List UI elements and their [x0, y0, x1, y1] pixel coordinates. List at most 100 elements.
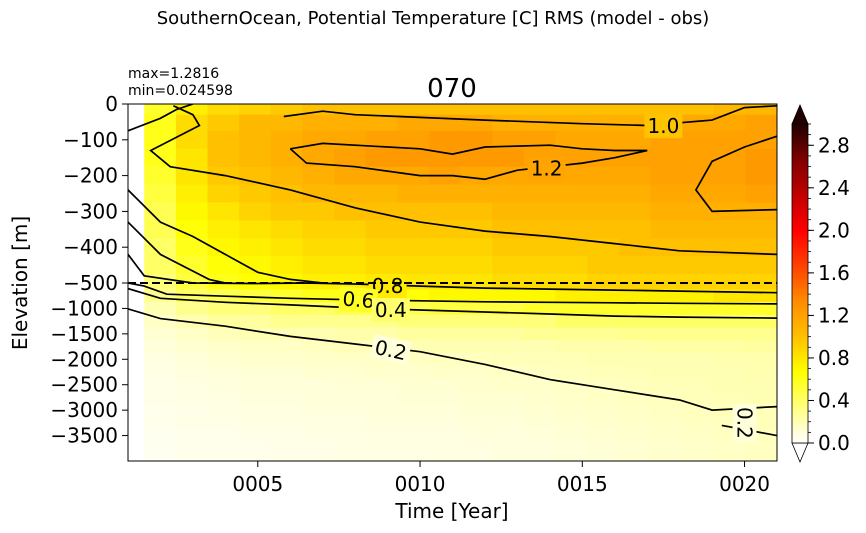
heatmap-cell: [745, 184, 777, 204]
heatmap-cell: [523, 238, 557, 257]
heatmap-cell: [587, 391, 620, 405]
heatmap-cell: [492, 148, 525, 168]
contour-line-1.2: [289, 148, 648, 181]
heatmap-cell: [618, 148, 651, 168]
heatmap-cell: [144, 130, 177, 150]
heatmap-cell: [555, 352, 588, 367]
heatmap-cell: [713, 352, 746, 367]
heatmap-cell: [650, 302, 683, 316]
heatmap-cell: [492, 256, 525, 275]
heatmap-cell: [144, 340, 177, 354]
heatmap-cell: [713, 114, 746, 132]
heatmap-cell: [175, 114, 209, 132]
heatmap-cell: [650, 352, 683, 367]
heatmap-cell: [334, 378, 367, 392]
heatmap-cell: [650, 378, 683, 392]
heatmap-cell: [523, 314, 557, 329]
heatmap-cell: [460, 238, 493, 257]
heatmap-cell: [239, 238, 272, 257]
heatmap-cell: [650, 256, 683, 275]
heatmap-cell: [365, 220, 398, 239]
heatmap-cell: [239, 289, 272, 303]
heatmap-cell: [650, 365, 683, 379]
heatmap-cell: [397, 365, 430, 379]
stat-max: max=1.2816: [128, 66, 220, 82]
heatmap-cell: [713, 166, 746, 186]
heatmap-cell: [365, 391, 398, 405]
y-tick-label: 0: [105, 92, 118, 116]
heatmap-cell: [302, 256, 335, 275]
heatmap-cell: [492, 184, 525, 204]
heatmap-cell: [682, 220, 715, 239]
heatmap-cell: [239, 148, 272, 168]
heatmap-cell: [523, 391, 557, 405]
y-tick-label: −500: [63, 271, 118, 295]
heatmap-cell: [650, 289, 683, 303]
heatmap-cell: [492, 429, 525, 443]
heatmap-cell: [270, 289, 303, 303]
heatmap-cell: [618, 166, 651, 186]
heatmap-cell: [429, 302, 462, 316]
x-axis-label: Time [Year]: [394, 499, 508, 523]
contour-label-bg: [732, 403, 757, 442]
heatmap-cell: [460, 184, 493, 204]
heatmap-cell: [397, 327, 430, 341]
heatmap-cell: [618, 238, 651, 257]
heatmap-cell: [460, 148, 493, 168]
heatmap-cell: [302, 352, 335, 367]
heatmap-cell: [429, 256, 462, 275]
heatmap-cell: [144, 220, 177, 239]
heatmap-cell: [334, 327, 367, 341]
heatmap-cell: [682, 289, 715, 303]
heatmap-cell: [555, 274, 588, 290]
heatmap-cell: [587, 274, 620, 290]
heatmap-cell: [745, 274, 777, 290]
heatmap-cell: [334, 166, 367, 186]
heatmap-cell: [429, 238, 462, 257]
colorbar-bar: [791, 123, 809, 444]
heatmap-cell: [713, 184, 746, 204]
heatmap-cell: [334, 274, 367, 290]
heatmap-cell: [239, 220, 272, 239]
heatmap-cell: [397, 416, 430, 430]
heatmap-cell: [460, 416, 493, 430]
heatmap-cell: [334, 114, 367, 132]
heatmap-cell: [397, 403, 430, 418]
heatmap-cell: [239, 441, 272, 461]
heatmap-cell: [555, 184, 588, 204]
heatmap-cell: [207, 352, 240, 367]
heatmap-cell: [144, 302, 177, 316]
heatmap-cell: [302, 202, 335, 221]
heatmap-cell: [587, 114, 620, 132]
heatmap-cell: [460, 166, 493, 186]
heatmap-cell: [587, 302, 620, 316]
heatmap-cell: [492, 352, 525, 367]
heatmap-cell: [587, 365, 620, 379]
heatmap-cell: [650, 148, 683, 168]
heatmap-cell: [587, 340, 620, 354]
heatmap-cell: [302, 314, 335, 329]
heatmap-cell: [365, 148, 398, 168]
heatmap-cell: [429, 202, 462, 221]
heatmap-cell: [239, 114, 272, 132]
heatmap-cell: [397, 148, 430, 168]
heatmap-cell: [555, 327, 588, 341]
heatmap-cell: [429, 327, 462, 341]
heatmap-cell: [302, 340, 335, 354]
heatmap-cell: [492, 202, 525, 221]
heatmap-cell: [207, 327, 240, 341]
figure-suptitle: SouthernOcean, Potential Temperature [C]…: [156, 8, 710, 29]
heatmap-cell: [523, 274, 557, 290]
heatmap-cell: [144, 416, 177, 430]
contour-line-1.0: [128, 104, 194, 132]
heatmap-cell: [239, 130, 272, 150]
heatmap-cell: [207, 378, 240, 392]
heatmap-cell: [492, 104, 525, 116]
heatmap-cell: [460, 365, 493, 379]
heatmap-cell: [650, 184, 683, 204]
heatmap-cell: [682, 352, 715, 367]
heatmap-cell: [207, 114, 240, 132]
heatmap-cell: [587, 327, 620, 341]
heatmap-cell: [239, 352, 272, 367]
heatmap-cell: [523, 256, 557, 275]
